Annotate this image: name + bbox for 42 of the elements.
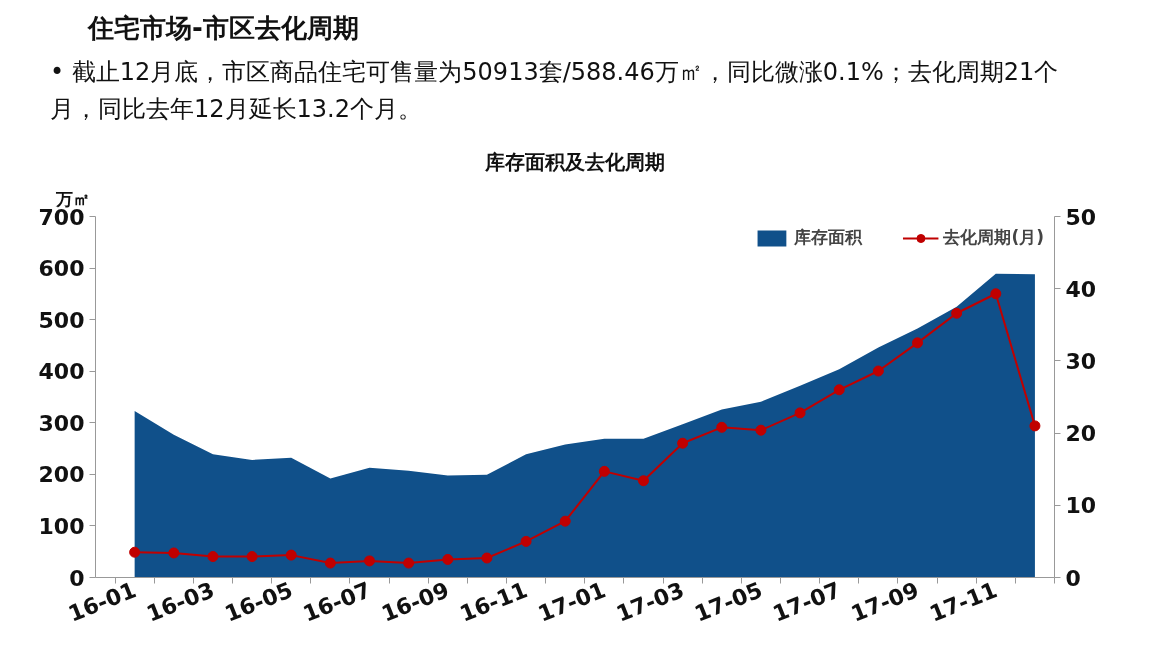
text: 住宅市场-市区去化周期 xyxy=(88,12,359,45)
legend-label: 库存面积 xyxy=(794,226,863,249)
y2-tick-label: 20 xyxy=(1065,421,1097,447)
point xyxy=(559,515,571,527)
point xyxy=(481,552,493,564)
point xyxy=(442,553,454,565)
y-tick-label: 100 xyxy=(38,513,85,539)
point xyxy=(794,407,806,419)
y2-tick-label: 30 xyxy=(1065,348,1097,374)
point xyxy=(168,547,180,559)
y2-tick-label: 0 xyxy=(1065,565,1081,591)
point xyxy=(324,557,336,569)
legend-label: 去化周期(月) xyxy=(943,226,1044,249)
y2-tick-label: 50 xyxy=(1065,204,1097,230)
y-tick-label: 200 xyxy=(38,462,85,488)
point xyxy=(364,555,375,567)
y-tick-label: 500 xyxy=(38,307,85,333)
point xyxy=(598,465,610,477)
point xyxy=(207,551,219,563)
point xyxy=(755,424,767,436)
point xyxy=(520,535,532,547)
point xyxy=(912,337,923,349)
point xyxy=(246,551,258,563)
y-tick-label: 400 xyxy=(38,359,85,385)
point xyxy=(638,475,649,487)
point xyxy=(951,307,963,319)
y-tick-label: 600 xyxy=(38,256,85,282)
chart-title: 库存面积及去化周期 xyxy=(484,149,665,174)
point xyxy=(990,288,1002,300)
point xyxy=(872,365,884,377)
point xyxy=(833,384,845,396)
point xyxy=(677,437,689,449)
y-axis-title: 万㎡ xyxy=(54,188,90,209)
text: • 截止12月底，市区商品住宅可售量为50913套/588.46万㎡，同比微涨0.1%；去化周期21个月，同比去年12月延长13.2个月。 xyxy=(50,57,1060,126)
point xyxy=(1029,420,1041,432)
y-tick-label: 300 xyxy=(38,410,85,436)
y2-tick-label: 10 xyxy=(1065,493,1097,519)
y2-tick-label: 40 xyxy=(1065,276,1097,302)
point xyxy=(403,557,415,569)
point xyxy=(129,546,141,558)
point xyxy=(716,421,728,433)
point xyxy=(285,549,297,561)
